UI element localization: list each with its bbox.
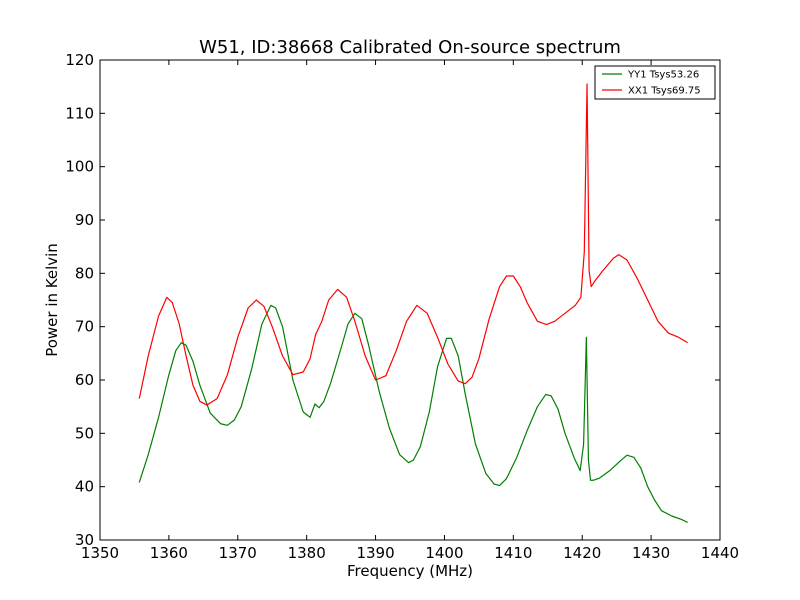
y-tick-label: 80 <box>75 264 94 282</box>
x-tick-label: 1390 <box>356 544 394 562</box>
legend-label-yy1: YY1 Tsys53.26 <box>627 70 699 81</box>
y-tick-label: 50 <box>75 424 94 442</box>
y-tick-label: 110 <box>65 104 94 122</box>
legend-box <box>594 65 716 100</box>
legend: YY1 Tsys53.26 XX1 Tsys69.75 <box>594 65 716 100</box>
y-tick-label: 120 <box>65 51 94 69</box>
x-tick-label: 1350 <box>81 544 119 562</box>
y-tick-label: 60 <box>75 371 94 389</box>
y-tick-label: 100 <box>65 158 94 176</box>
y-axis: 30 40 50 60 70 80 90 100 110 120 <box>65 51 720 549</box>
y-tick-label: 30 <box>75 531 94 549</box>
x-tick-label: 1360 <box>150 544 188 562</box>
legend-label-xx1: XX1 Tsys69.75 <box>628 86 701 97</box>
x-axis-label: Frequency (MHz) <box>347 562 473 580</box>
x-tick-label: 1430 <box>632 544 670 562</box>
y-tick-label: 40 <box>75 478 94 496</box>
series-line-yy1 <box>138 304 688 523</box>
y-axis-label: Power in Kelvin <box>43 243 61 357</box>
series-line-xx1 <box>138 83 688 406</box>
x-tick-label: 1400 <box>425 544 463 562</box>
plot-frame <box>99 59 721 541</box>
chart-title: W51, ID:38668 Calibrated On-source spect… <box>199 37 621 58</box>
x-tick-label: 1370 <box>219 544 257 562</box>
x-tick-label: 1420 <box>563 544 601 562</box>
x-axis: 1350 1360 1370 1380 1390 1400 1410 1420 1430 1440 <box>81 60 739 562</box>
series-group <box>138 83 688 523</box>
y-tick-label: 90 <box>75 211 94 229</box>
x-tick-label: 1380 <box>288 544 326 562</box>
y-tick-label: 70 <box>75 318 94 336</box>
x-tick-label: 1410 <box>494 544 532 562</box>
x-tick-label: 1440 <box>701 544 739 562</box>
